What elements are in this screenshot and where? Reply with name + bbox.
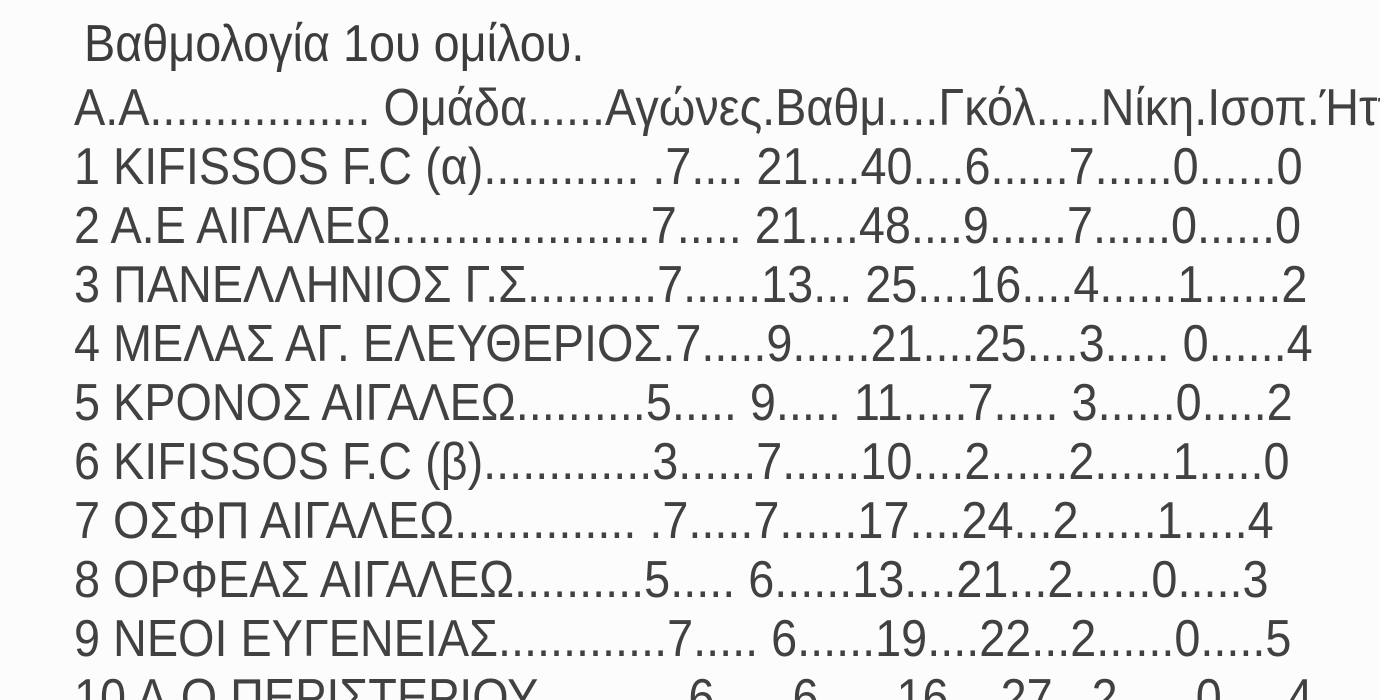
clipped-title-line: Βαθμολογία 1ου ομίλου.	[26, 0, 640, 70]
standings-row-text: 1 KIFISSOS F.C (α)............ .7.... 21…	[73, 138, 1303, 196]
standings-row-text: 9 ΝΕΟΙ ΕΥΓΕΝΕΙΑΣ.............7..... 6...…	[73, 610, 1292, 668]
standings-row: 8 ΟΡΦΕΑΣ ΑΙΓΑΛΕΩ..........5..... 6......…	[16, 492, 1380, 609]
standings-row-text: 10 Α.Ο ΠΕΡΙΣΤΕΡΙΟΥ........... 6......6..…	[73, 669, 1313, 700]
standings-row: 1 KIFISSOS F.C (α)............ .7.... 21…	[16, 79, 1380, 196]
standings-row: 9 ΝΕΟΙ ΕΥΓΕΝΕΙΑΣ.............7..... 6...…	[16, 551, 1380, 668]
standings-row-text: 2 Α.Ε ΑΙΓΑΛΕΩ....................7..... …	[73, 197, 1301, 255]
standings-row: 10 Α.Ο ΠΕΡΙΣΤΕΡΙΟΥ........... 6......6..…	[16, 610, 1380, 700]
standings-row-text: 8 ΟΡΦΕΑΣ ΑΙΓΑΛΕΩ..........5..... 6......…	[73, 551, 1269, 609]
standings-row: 3 ΠΑΝΕΛΛΗΝΙΟΣ Γ.Σ..........7......13... …	[16, 197, 1380, 314]
standings-row: 5 ΚΡΟΝΟΣ ΑΙΓΑΛΕΩ..........5..... 9..... …	[16, 315, 1380, 432]
clipped-title-text: Βαθμολογία 1ου ομίλου.	[83, 15, 585, 73]
table-header-text: Α.Α................. Ομάδα......Αγώνες.Β…	[73, 79, 1380, 137]
standings-row-text: 6 KIFISSOS F.C (β).............3......7.…	[73, 433, 1290, 491]
standings-row: 7 ΟΣΦΠ ΑΙΓΑΛΕΩ.............. .7.....7...…	[16, 433, 1380, 550]
standings-row-text: 7 ΟΣΦΠ ΑΙΓΑΛΕΩ.............. .7.....7...…	[73, 492, 1274, 550]
standings-row: 6 KIFISSOS F.C (β).............3......7.…	[16, 374, 1380, 491]
standings-row-text: 3 ΠΑΝΕΛΛΗΝΙΟΣ Γ.Σ..........7......13... …	[73, 256, 1308, 314]
standings-row: 2 Α.Ε ΑΙΓΑΛΕΩ....................7..... …	[16, 138, 1380, 255]
table-header-line: Α.Α................. Ομάδα......Αγώνες.Β…	[16, 20, 1380, 137]
standings-row-text: 5 ΚΡΟΝΟΣ ΑΙΓΑΛΕΩ..........5..... 9..... …	[73, 374, 1293, 432]
standings-row-text: 4 ΜΕΛΑΣ ΑΓ. ΕΛΕΥΘΕΡΙΟΣ.7.....9......21..…	[73, 315, 1313, 373]
standings-row: 4 ΜΕΛΑΣ ΑΓ. ΕΛΕΥΘΕΡΙΟΣ.7.....9......21..…	[16, 256, 1380, 373]
